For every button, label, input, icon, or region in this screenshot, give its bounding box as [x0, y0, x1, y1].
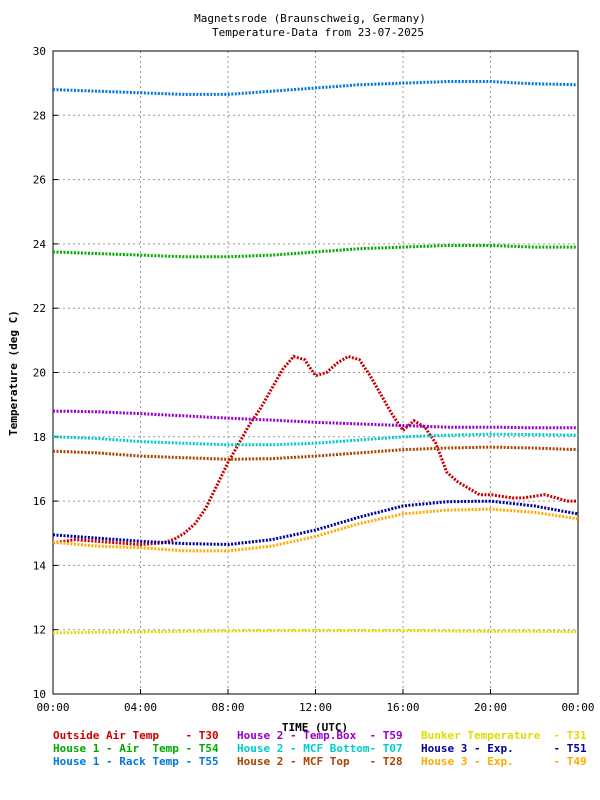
grid-lines: [53, 51, 578, 694]
series-T54: [52, 244, 578, 259]
series-T55: [53, 80, 579, 96]
series-line: [53, 499, 579, 546]
series-T31: [53, 629, 578, 635]
legend-entry: House 3 - Exp. - T51: [421, 742, 587, 755]
x-axis-title: TIME (UTC): [282, 721, 348, 734]
x-axis-ticks: 00:00 04:00 08:00 12:00 16:00 20:00 00:00: [36, 689, 595, 714]
series-line: [53, 445, 579, 461]
x-tick-label: 00:00: [561, 701, 594, 714]
legend-entry: House 3 - Exp. - T49: [421, 755, 587, 768]
x-tick-label: 00:00: [36, 701, 69, 714]
y-tick-label: 20: [33, 367, 46, 380]
y-tick-label: 12: [33, 624, 46, 637]
y-tick-label: 24: [33, 238, 47, 251]
x-tick-label: 20:00: [474, 701, 507, 714]
y-tick-label: 18: [33, 431, 46, 444]
legend: Outside Air Temp - T30 House 2 - Temp.Box…: [53, 729, 587, 768]
x-tick-label: 08:00: [211, 701, 244, 714]
chart-title-line2: Temperature-Data from 23-07-2025: [212, 26, 424, 39]
legend-entry: Bunker Temperature - T31: [421, 729, 587, 742]
series-T28: [53, 445, 579, 461]
x-tick-label: 04:00: [124, 701, 157, 714]
legend-entry: House 1 - Rack Temp - T55: [53, 755, 219, 768]
legend-entry: House 2 - MCF Bottom- T07: [237, 742, 403, 755]
legend-entry: House 2 - Temp.Box - T59: [237, 729, 403, 742]
y-axis-ticks: 10 12 14 16 18 20 22 24 26 28 30: [33, 45, 58, 701]
series-line: [53, 432, 578, 447]
y-tick-label: 22: [33, 302, 46, 315]
series-T49: [52, 507, 579, 553]
series-line: [52, 507, 579, 553]
legend-entry: House 1 - Air Temp - T54: [53, 742, 219, 755]
series-line: [53, 629, 578, 635]
series-T59: [53, 409, 578, 430]
chart-title-line1: Magnetsrode (Braunschweig, Germany): [194, 12, 426, 25]
y-tick-label: 26: [33, 174, 46, 187]
series-line: [53, 80, 579, 96]
data-series: [52, 80, 579, 635]
series-T30: [52, 354, 578, 547]
y-tick-label: 14: [33, 559, 47, 572]
y-tick-label: 16: [33, 495, 46, 508]
series-line: [52, 244, 578, 259]
y-axis-title: Temperature (deg C): [7, 310, 20, 436]
y-tick-label: 28: [33, 109, 46, 122]
x-tick-label: 16:00: [386, 701, 419, 714]
series-T51: [53, 499, 579, 546]
y-tick-label: 10: [33, 688, 46, 701]
series-T07: [53, 432, 578, 447]
y-tick-label: 30: [33, 45, 46, 58]
series-line: [53, 409, 578, 430]
legend-entry: Outside Air Temp - T30: [53, 729, 219, 742]
series-line: [52, 354, 578, 547]
x-tick-label: 12:00: [299, 701, 332, 714]
legend-entry: House 2 - MCF Top - T28: [237, 755, 403, 768]
